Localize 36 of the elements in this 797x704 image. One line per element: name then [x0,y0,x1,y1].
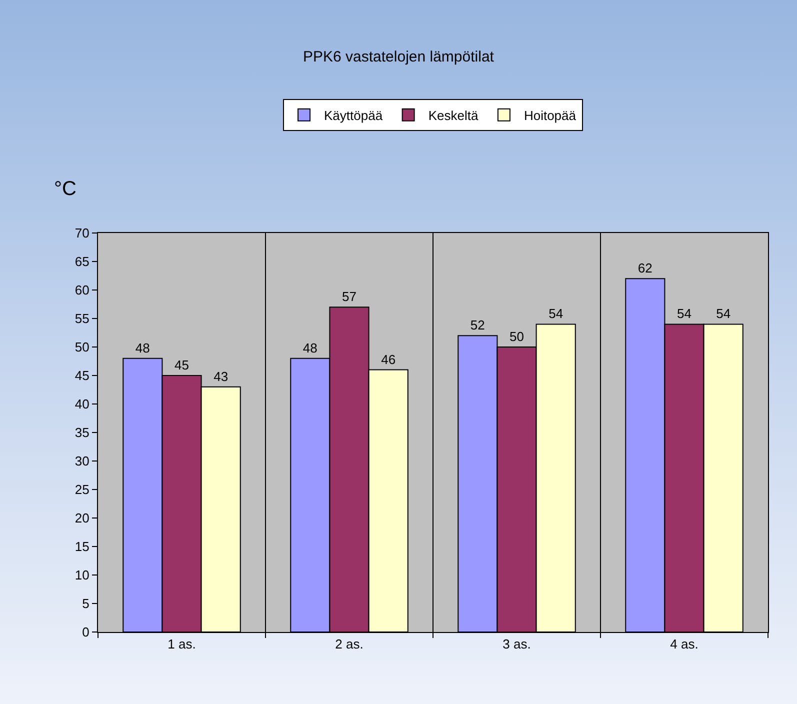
data-label: 54 [716,306,731,322]
y-axis-title: °C [54,178,76,200]
y-tick-label: 5 [82,596,90,612]
data-label: 48 [302,340,318,356]
y-tick-label: 15 [74,539,90,554]
data-label: 57 [342,289,356,304]
x-tick-label: 3 as. [502,636,531,652]
y-tick-label: 10 [74,568,90,583]
legend-label: Hoitopää [524,108,577,123]
y-tick-label: 50 [74,340,90,355]
legend-label: Käyttöpää [324,108,384,123]
data-label: 54 [548,306,564,322]
data-label: 52 [470,318,485,333]
data-label: 43 [214,368,228,384]
legend-label: Keskeltä [428,108,479,123]
y-tick-label: 20 [74,510,90,526]
y-tick-label: 60 [74,282,90,298]
data-label: 62 [638,260,652,276]
data-label: 48 [135,340,150,356]
x-tick-label: 4 as. [670,636,698,652]
y-tick-label: 25 [74,482,90,498]
x-tick-label: 1 as. [168,636,196,652]
y-tick-label: 30 [74,454,90,469]
y-tick-label: 40 [74,396,90,412]
y-tick-label: 0 [82,624,90,640]
y-tick-label: 45 [74,368,90,384]
chart-title: PPK6 vastatelojen lämpötilat [303,48,495,66]
y-tick-label: 55 [74,311,90,326]
y-tick-label: 65 [74,254,90,270]
y-tick-label: 70 [74,226,90,241]
data-label: 54 [677,306,692,322]
data-label: 50 [510,329,524,344]
x-tick-label: 2 as. [335,636,364,652]
data-label: 46 [381,352,396,367]
y-tick-label: 35 [74,425,90,440]
data-label: 45 [174,358,189,372]
